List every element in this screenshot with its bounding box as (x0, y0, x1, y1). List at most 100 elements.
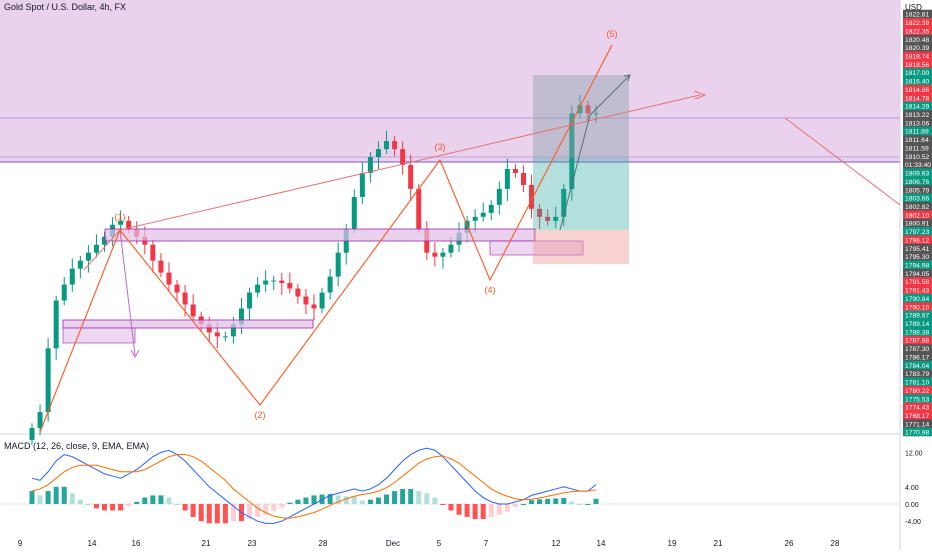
candle-body (537, 208, 543, 217)
price-label: 1791.58 (905, 279, 929, 286)
macd-histogram-bar (37, 495, 43, 504)
price-label: 1795.30 (905, 254, 929, 261)
price-label-bg (903, 377, 932, 387)
macd-histogram-bar (295, 499, 301, 504)
price-label: 1794.05 (905, 271, 929, 278)
candle-body (118, 220, 124, 225)
macd-histogram-bar (448, 504, 454, 511)
price-label: 1814.86 (905, 87, 929, 94)
price-label-bg (903, 201, 932, 211)
macd-histogram-bar (577, 504, 583, 505)
x-tick-label: 14 (597, 539, 606, 548)
upper-target-zone (0, 0, 900, 162)
candle-body (375, 149, 381, 158)
price-label: 1771.14 (905, 421, 929, 428)
price-label: 1790.84 (905, 296, 929, 303)
candle-body (182, 292, 188, 305)
price-label-bg (903, 68, 932, 77)
candle-body (351, 196, 357, 229)
price-label-bg (903, 84, 932, 94)
candle-body (512, 169, 518, 173)
macd-histogram-bar (327, 494, 333, 504)
wave-label: (5) (607, 29, 618, 39)
candle-body (37, 412, 43, 429)
price-label-bg (903, 93, 932, 102)
macd-line (31, 447, 597, 524)
elliott-wave-path (39, 44, 613, 433)
candle-body (472, 216, 478, 221)
price-label-bg (903, 51, 932, 61)
x-tick-label: 21 (714, 539, 723, 548)
price-label: 1806.76 (905, 179, 929, 186)
macd-histogram-bar (480, 504, 486, 520)
chart-title: Gold Spot / U.S. Dollar, 4h, FX (4, 2, 127, 12)
price-label: 1768.17 (905, 413, 929, 420)
macd-histogram-bar (392, 491, 398, 504)
price-label: 1800.91 (905, 221, 929, 228)
candle-body (263, 280, 269, 285)
price-label: 1790.10 (905, 304, 929, 311)
price-label-bg (903, 302, 932, 311)
candle-body (392, 141, 398, 150)
candle-body (247, 292, 253, 309)
price-label-bg (903, 151, 932, 161)
macd-axis-label: 12.00 (905, 450, 923, 457)
x-tick-label: 5 (437, 539, 442, 548)
stop-box (533, 230, 629, 264)
candle-body (569, 113, 575, 189)
currency-label: USD (905, 3, 922, 12)
price-label-bg (903, 310, 932, 320)
price-label: 01:33:40 (905, 162, 931, 169)
candle-body (359, 172, 365, 197)
macd-histogram-bar (247, 504, 253, 520)
x-tick-label: 19 (668, 539, 677, 548)
candle-body (150, 244, 156, 261)
price-label: 1813.22 (905, 112, 929, 119)
candle-body (553, 216, 559, 221)
macd-histogram-bar (69, 493, 75, 504)
macd-histogram-bar (93, 504, 99, 509)
price-label: 1789.87 (905, 313, 929, 320)
macd-histogram-bar (279, 504, 285, 508)
macd-axis-label: 0.00 (905, 502, 919, 509)
candle-body (279, 280, 285, 283)
macd-histogram-bar (214, 504, 220, 524)
price-label: 1814.29 (905, 104, 929, 111)
price-label: 1820.39 (905, 45, 929, 52)
wave-label: (4) (485, 285, 496, 295)
macd-histogram-bar (29, 491, 35, 504)
macd-histogram-bar (343, 496, 349, 504)
price-label: 1783.79 (905, 371, 929, 378)
resistance-zone (104, 228, 536, 242)
profit-box (533, 158, 629, 230)
candle-body (271, 280, 277, 282)
macd-axis-label: 4.00 (905, 485, 919, 492)
price-label-bg (903, 110, 932, 119)
price-label: 1822.35 (905, 28, 929, 35)
price-label: 1805.79 (905, 187, 929, 194)
price-label-bg (903, 268, 932, 278)
macd-histogram-bar (271, 504, 277, 512)
macd-histogram-bar (174, 504, 180, 505)
price-label-bg (903, 319, 932, 328)
candle-body (61, 284, 67, 301)
macd-histogram-bar (472, 504, 478, 520)
candle-body (93, 244, 99, 253)
candle-body (367, 157, 373, 173)
macd-histogram-bar (553, 498, 559, 504)
candle-body (529, 184, 535, 209)
price-label-bg (903, 260, 932, 270)
macd-histogram-bar (456, 504, 462, 515)
candle-body (45, 348, 51, 413)
price-label: 1818.56 (905, 62, 929, 69)
macd-histogram-bar (142, 497, 148, 504)
candle-body (126, 220, 132, 229)
candle-body (545, 216, 551, 221)
candle-body (335, 252, 341, 277)
price-label-bg (903, 360, 932, 370)
x-tick-label: 21 (202, 539, 211, 548)
price-label-bg (903, 176, 932, 186)
macd-histogram-bar (520, 504, 526, 505)
